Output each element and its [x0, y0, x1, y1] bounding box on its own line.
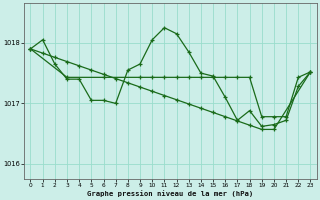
- X-axis label: Graphe pression niveau de la mer (hPa): Graphe pression niveau de la mer (hPa): [87, 190, 253, 197]
